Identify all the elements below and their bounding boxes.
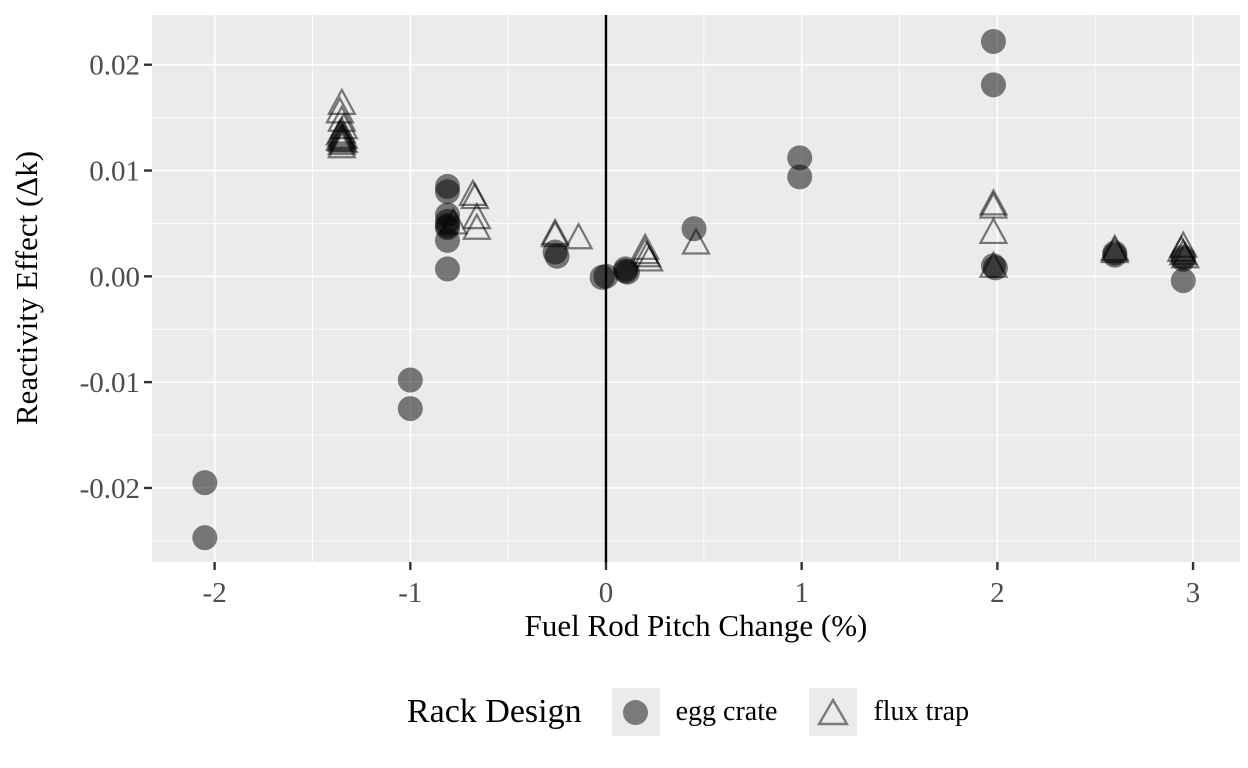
flux-trap-point [978, 188, 1009, 216]
egg-crate-point [980, 28, 1006, 54]
egg-crate-point [192, 470, 218, 496]
egg-crate-point [787, 145, 813, 171]
egg-crate-point [192, 525, 218, 551]
plot-panel [152, 15, 1240, 562]
legend-key-flux-trap [809, 688, 858, 736]
y-tick-label: 0.02 [89, 50, 140, 82]
flux-trap-point [630, 232, 660, 260]
flux-trap-point [461, 212, 492, 240]
flux-trap-point [563, 221, 594, 250]
flux-trap-point [540, 219, 570, 248]
egg-crate-point [593, 263, 619, 289]
flux-trap-point [681, 227, 711, 255]
x-tick-label: 3 [1186, 577, 1201, 609]
y-tick-label: -0.01 [80, 367, 140, 399]
flux-trap-point [1099, 235, 1130, 264]
y-axis-title: Reactivity Effect (Δk) [9, 150, 44, 426]
flux-trap-point [634, 244, 664, 272]
x-tick-label: 2 [990, 577, 1005, 609]
x-axis-title: Fuel Rod Pitch Change (%) [524, 608, 868, 643]
egg-crate-point [434, 227, 460, 253]
egg-crate-point [787, 164, 813, 190]
x-tick-label: 1 [794, 577, 809, 609]
scatter-plot-svg: -2 -1 0 1 2 3 0.02 0.01 0.00 -0.01 -0.02 [80, 15, 1240, 609]
y-tick-label: -0.02 [80, 473, 140, 505]
legend-label-flux-trap: flux trap [873, 696, 970, 727]
egg-crate-point [681, 216, 707, 242]
filled-circle-icon [623, 699, 649, 725]
egg-crate-point [1170, 268, 1196, 294]
egg-crate-point [544, 243, 570, 269]
egg-crate-point [434, 179, 460, 205]
egg-crate-point [434, 256, 460, 282]
egg-crate-point [397, 396, 423, 422]
legend: Rack Design egg crate flux trap [152, 682, 1240, 742]
flux-trap-point [461, 201, 492, 230]
flux-trap-point [978, 216, 1009, 245]
legend-title: Rack Design [406, 693, 582, 730]
x-tick-label: -2 [203, 577, 227, 609]
flux-trap-point [326, 130, 357, 159]
legend-label-egg-crate: egg crate [675, 696, 778, 727]
x-tick-label: 0 [599, 577, 614, 609]
flux-trap-point [326, 87, 357, 115]
flux-trap-point [326, 127, 357, 156]
open-triangle-icon [817, 697, 850, 726]
x-tick-label: -1 [398, 577, 422, 609]
flux-trap-point [978, 250, 1009, 278]
egg-crate-point [397, 367, 423, 393]
y-tick-label: 0.01 [89, 156, 140, 188]
y-tick-label: 0.00 [89, 261, 140, 293]
legend-key-egg-crate [611, 688, 660, 736]
egg-crate-point [980, 72, 1006, 98]
flux-trap-point [438, 207, 469, 235]
flux-trap-point [1170, 240, 1201, 269]
